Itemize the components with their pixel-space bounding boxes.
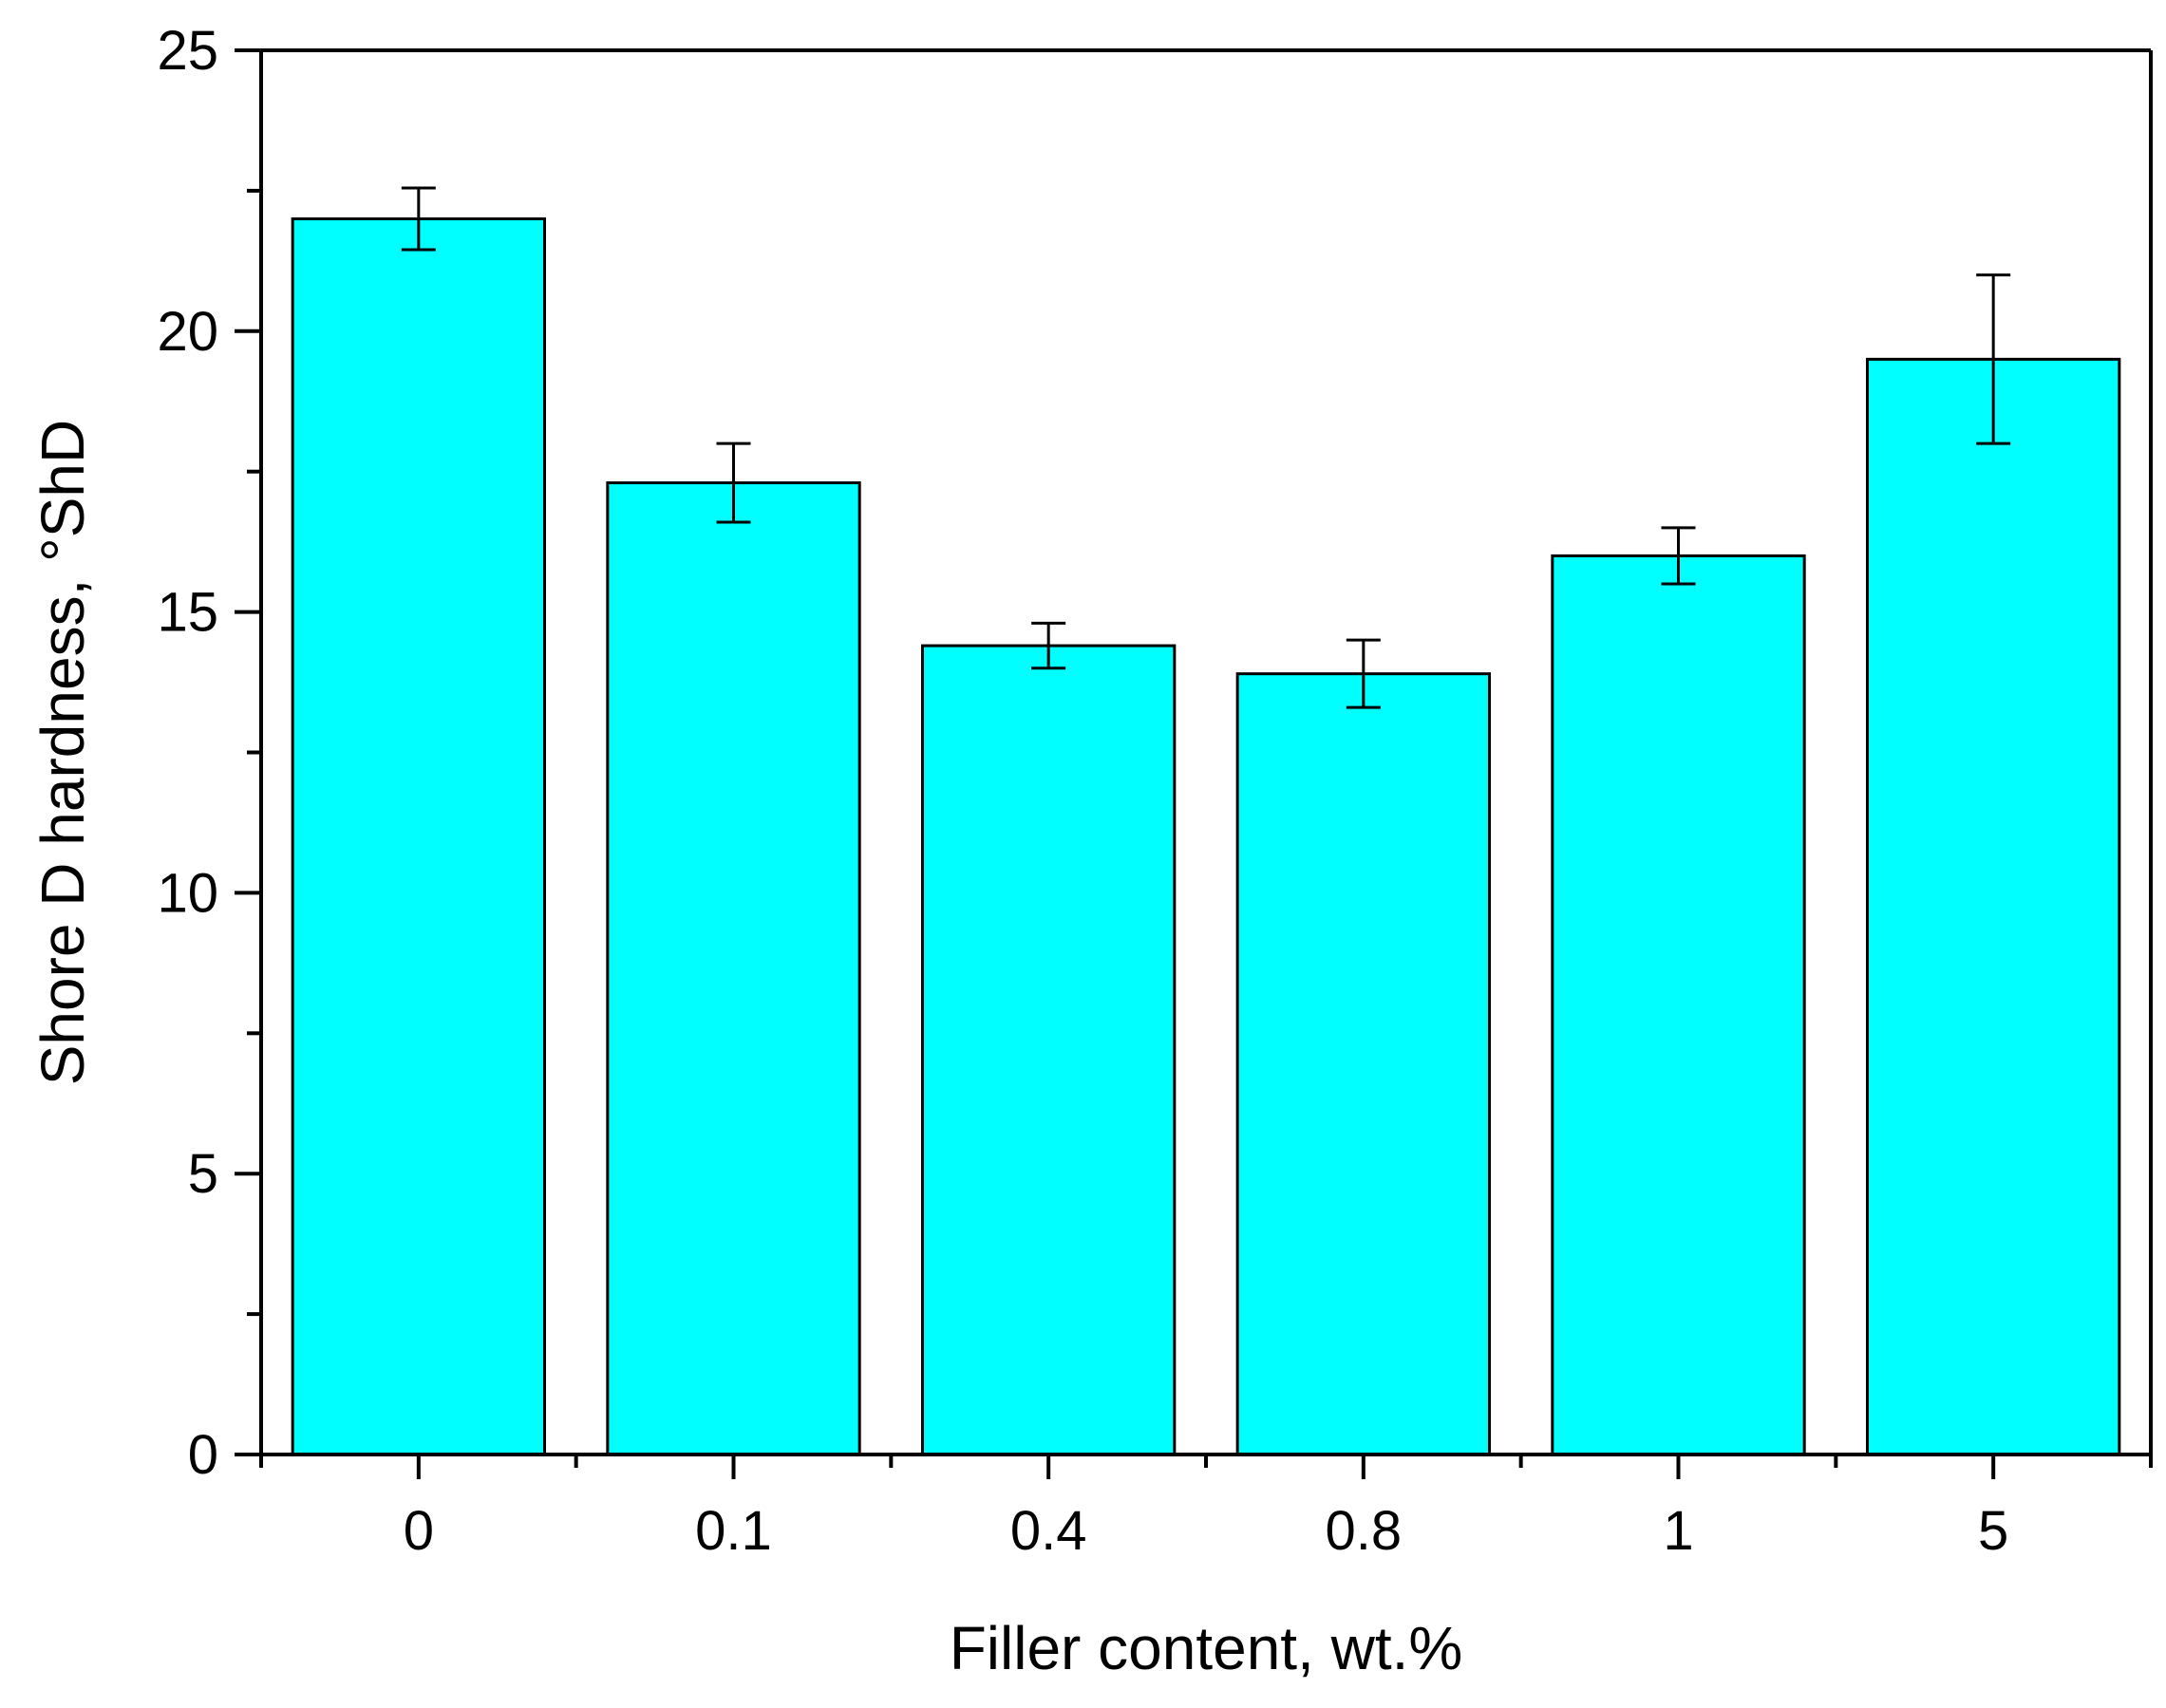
error-bar-5 [1976, 273, 2011, 445]
bar-0 [291, 216, 546, 1456]
x-tick-label: 0 [404, 1500, 434, 1562]
x-axis-title: Filler content, wt.% [950, 1614, 1463, 1682]
y-tick-label: 0 [188, 1424, 218, 1486]
bar-1 [1551, 554, 1806, 1456]
y-tick-label: 25 [157, 20, 218, 82]
x-tick-label: 0.8 [1326, 1500, 1403, 1562]
bar-0.4 [921, 644, 1177, 1456]
y-tick-label: 5 [188, 1143, 218, 1205]
error-bar-0.4 [1031, 621, 1066, 670]
error-bar-0 [401, 186, 436, 252]
x-tick-label: 0.1 [695, 1500, 772, 1562]
bar-5 [1866, 357, 2121, 1456]
error-bar-0.8 [1346, 638, 1381, 709]
x-tick-label: 0.4 [1010, 1500, 1087, 1562]
y-tick-label: 15 [157, 582, 218, 644]
bar-0.8 [1235, 672, 1491, 1456]
bars-layer [291, 216, 2121, 1456]
error-bars-layer [401, 186, 2011, 709]
error-bar-0.1 [716, 441, 751, 524]
y-axis-title: Shore D hardness, °ShD [28, 420, 97, 1086]
x-tick-label: 1 [1663, 1500, 1693, 1562]
error-bar-1 [1661, 526, 1696, 586]
bar-0.1 [606, 481, 861, 1456]
x-tick-label: 5 [1978, 1500, 2008, 1562]
y-tick-label: 10 [157, 862, 218, 924]
y-tick-label: 20 [157, 301, 218, 363]
